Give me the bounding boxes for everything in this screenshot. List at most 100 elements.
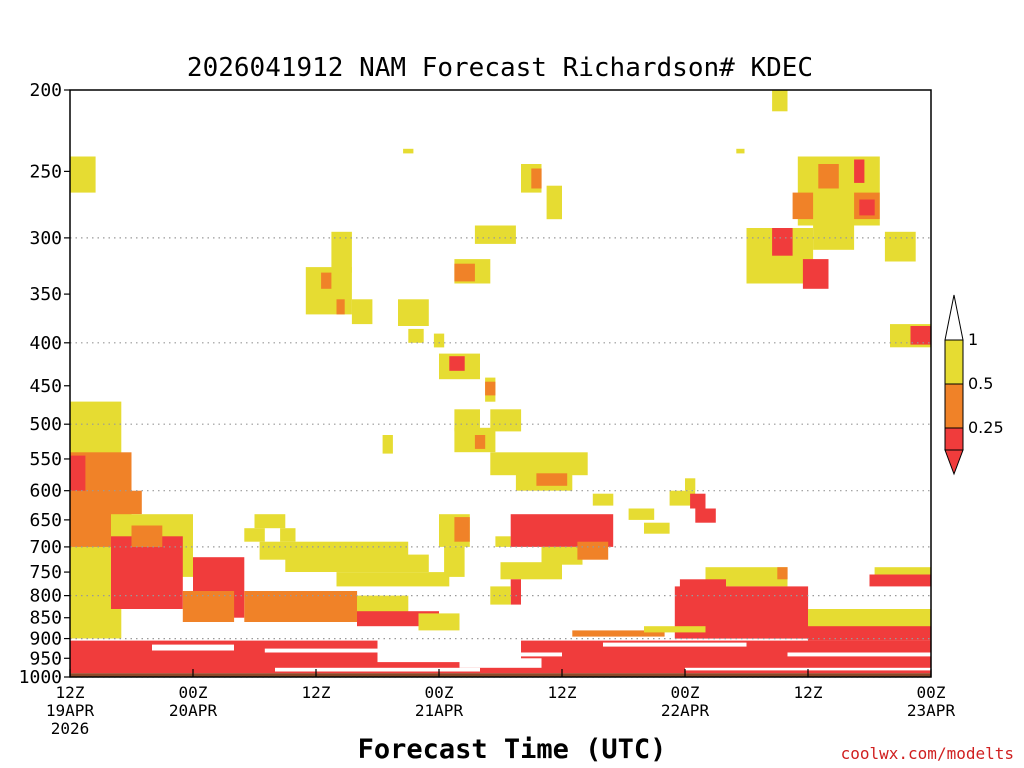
ri-cell-86	[808, 609, 931, 631]
plot-area	[70, 90, 931, 677]
ri-cell-39	[474, 435, 486, 449]
ri-cell-36	[454, 409, 480, 432]
ri-cell-31	[433, 333, 445, 348]
ri-cell-16	[813, 225, 855, 250]
y-tick-label-450: 450	[29, 376, 62, 397]
ri-cell-71	[869, 574, 931, 587]
x-tick-label-7-2: 23APR	[907, 701, 956, 720]
legend-label-0: 1	[968, 330, 978, 349]
ri-cell-75	[121, 490, 142, 515]
ri-cell-55	[285, 554, 429, 572]
ri-cell-45	[669, 490, 696, 506]
ri-cell-33	[449, 356, 465, 371]
ri-cell-94	[521, 652, 562, 657]
legend-label-2: 0.25	[968, 418, 1004, 437]
x-tick-label-5-1: 00Z	[671, 683, 700, 702]
y-tick-label-400: 400	[29, 333, 62, 354]
ri-cell-68	[679, 579, 726, 591]
ri-cell-48	[695, 508, 716, 523]
ri-cell-0	[70, 156, 96, 193]
ri-cell-1	[403, 148, 414, 154]
y-tick-label-650: 650	[29, 510, 62, 531]
y-tick-label-950: 950	[29, 648, 62, 669]
legend-label-1: 0.5	[968, 374, 993, 393]
ri-cell-96	[787, 652, 931, 657]
ri-cell-11	[854, 159, 865, 183]
ri-cell-90	[264, 648, 378, 653]
ri-cell-46	[690, 493, 706, 509]
y-axis: 200 250 300 350 400 450 500 550 600 650 700 750 8008…	[19, 80, 70, 688]
ri-cell-41	[490, 452, 588, 476]
ri-cell-8	[818, 164, 839, 189]
ri-cell-4	[546, 185, 562, 220]
ri-cell-84	[418, 613, 460, 631]
ri-cell-43	[536, 473, 568, 486]
legend-swatch-low	[944, 449, 964, 476]
ri-cell-52	[244, 528, 265, 542]
ri-cell-27	[336, 299, 345, 315]
ri-cell-51	[254, 514, 286, 529]
ri-cell-49	[628, 508, 655, 520]
y-tick-label-200: 200	[29, 80, 62, 101]
ri-cell-50	[644, 522, 670, 534]
ri-cell-98	[572, 630, 665, 637]
ri-cell-92	[459, 658, 542, 668]
y-tick-label-750: 750	[29, 562, 62, 583]
legend-swatch-0	[944, 339, 964, 385]
y-tick-label-500: 500	[29, 414, 62, 435]
x-tick-label-3-1: 00Z	[425, 683, 454, 702]
x-tick-label-5-2: 22APR	[661, 701, 710, 720]
ri-cell-9	[792, 192, 814, 220]
y-tick-label-900: 900	[29, 629, 62, 650]
ri-cell-58	[454, 517, 470, 542]
surface-band	[70, 673, 931, 677]
y-tick-label-1000: 1000	[19, 667, 62, 688]
legend-swatch-2	[944, 427, 964, 451]
x-tick-label-6-1: 12Z	[794, 683, 823, 702]
ri-cell-61	[510, 514, 614, 547]
ri-cell-21	[474, 225, 516, 244]
ri-cell-66	[490, 586, 511, 605]
y-tick-label-350: 350	[29, 284, 62, 305]
x-tick-label-2-1: 12Z	[302, 683, 331, 702]
y-tick-label-800: 800	[29, 586, 62, 607]
x-axis-label: Forecast Time (UTC)	[358, 734, 667, 765]
ri-cell-18	[884, 231, 916, 262]
y-tick-label-700: 700	[29, 537, 62, 558]
x-tick-label-3-2: 21APR	[415, 701, 464, 720]
ri-cell-77	[111, 536, 183, 609]
ri-cell-95	[603, 642, 747, 647]
ri-cell-23	[454, 263, 475, 282]
ri-cell-59	[444, 546, 465, 577]
ri-cell-3	[531, 168, 542, 189]
y-tick-label-600: 600	[29, 481, 62, 502]
ri-cell-99	[644, 626, 706, 633]
ri-cell-63	[577, 541, 609, 560]
x-tick-label-0-2: 19APR	[46, 701, 95, 720]
y-tick-label-550: 550	[29, 449, 62, 470]
ri-cell-64	[500, 562, 562, 580]
ri-cell-24	[331, 231, 352, 273]
legend-swatch-high	[944, 294, 964, 341]
ri-cell-93	[275, 667, 480, 672]
ri-cell-35	[485, 381, 496, 396]
x-tick-label-0-3: 2026	[51, 719, 90, 738]
ri-cell-20	[910, 326, 931, 345]
legend-swatch-1	[944, 383, 964, 429]
ri-cell-91	[377, 638, 521, 663]
ri-cell-53	[280, 528, 296, 542]
ri-cell-56	[336, 572, 450, 587]
ri-cell-5	[736, 148, 745, 154]
chart-title: 2026041912 NAM Forecast Richardson# KDEC	[187, 53, 813, 83]
ri-cell-13	[859, 199, 875, 216]
ri-cell-30	[408, 328, 424, 343]
legend: 1 0.5 0.25	[944, 294, 1004, 476]
ri-cell-37	[490, 409, 522, 432]
ri-cell-47	[685, 478, 696, 491]
ri-cell-65	[510, 579, 521, 605]
ri-cell-28	[351, 299, 373, 325]
ri-cell-78	[131, 525, 163, 547]
ri-cell-87	[808, 626, 931, 641]
